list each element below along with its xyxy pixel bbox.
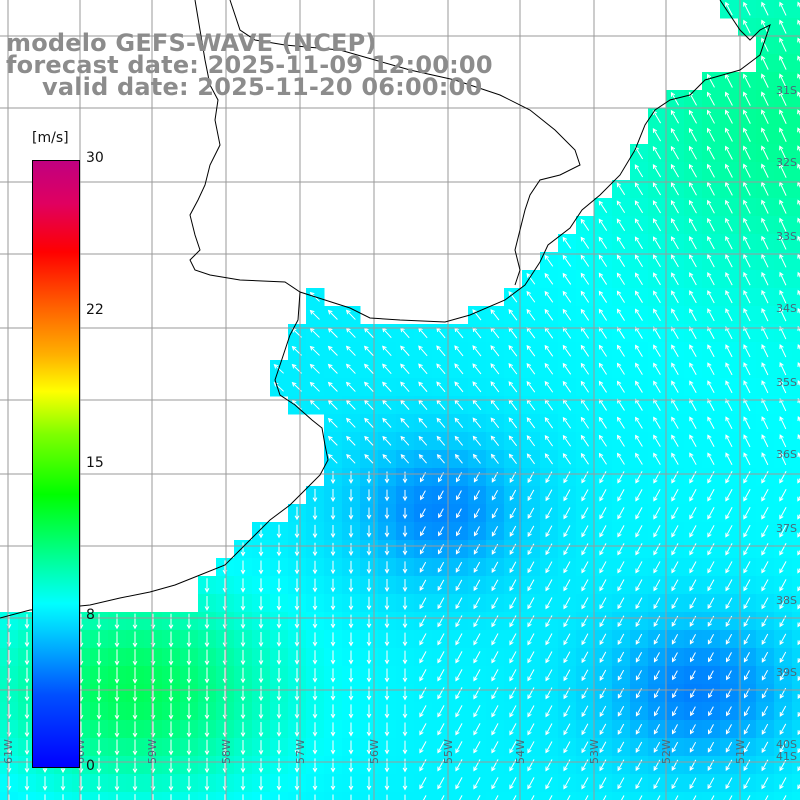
field-cell (720, 792, 739, 800)
field-cell (468, 792, 487, 800)
lon-label: 61W (2, 739, 15, 764)
field-cell (612, 792, 631, 800)
field-cell (576, 792, 595, 800)
field-cell (486, 792, 505, 800)
field-cell (792, 774, 800, 793)
field-cell (792, 558, 800, 577)
field-cell (450, 792, 469, 800)
lon-label: 58W (220, 739, 233, 764)
field-cell (792, 702, 800, 721)
legend-tick-0: 0 (86, 758, 95, 774)
field-cell (792, 648, 800, 667)
field-cell (792, 792, 800, 800)
field-cell (792, 576, 800, 595)
colorbar (32, 160, 80, 768)
legend-tick-8: 8 (86, 607, 95, 623)
field-cell (792, 684, 800, 703)
lat-label: 39S (776, 666, 797, 679)
field-cell (414, 792, 433, 800)
field-cell (792, 630, 800, 649)
legend-tick-30: 30 (86, 150, 104, 166)
field-cell (792, 612, 800, 631)
legend-tick-15: 15 (86, 455, 104, 471)
lon-label: 51W (734, 739, 747, 764)
field-cell (774, 792, 793, 800)
field-cell (558, 792, 577, 800)
field-cell (792, 720, 800, 739)
lat-label: 31S (776, 84, 797, 97)
field-cell (666, 792, 685, 800)
field-cell (522, 792, 541, 800)
lon-label: 55W (442, 739, 455, 764)
lon-label: 54W (514, 739, 527, 764)
lat-label: 37S (776, 522, 797, 535)
lat-label: 41S (776, 750, 797, 763)
field-cell (792, 486, 800, 505)
field-cell (540, 792, 559, 800)
valid-date: valid date: 2025-11-20 06:00:00 (42, 74, 482, 100)
field-cell (594, 792, 613, 800)
lat-label: 33S (776, 230, 797, 243)
field-cell (684, 792, 703, 800)
field-cell (792, 504, 800, 523)
field-cell (792, 414, 800, 433)
field-cell (738, 792, 757, 800)
lat-label: 32S (776, 156, 797, 169)
lat-label: 36S (776, 448, 797, 461)
field-cell (630, 792, 649, 800)
legend-unit: [m/s] (32, 130, 69, 146)
field-cell (792, 540, 800, 559)
field-cell (702, 792, 721, 800)
lat-label: 34S (776, 302, 797, 315)
lon-label: 56W (368, 739, 381, 764)
field-cell (648, 792, 667, 800)
field-cell (756, 792, 775, 800)
lon-label: 59W (146, 739, 159, 764)
lon-label: 53W (588, 739, 601, 764)
lon-label: 52W (660, 739, 673, 764)
lon-label: 57W (294, 739, 307, 764)
lat-label: 35S (776, 376, 797, 389)
legend-tick-22: 22 (86, 302, 104, 318)
lat-label: 38S (776, 594, 797, 607)
field-cell (792, 468, 800, 487)
